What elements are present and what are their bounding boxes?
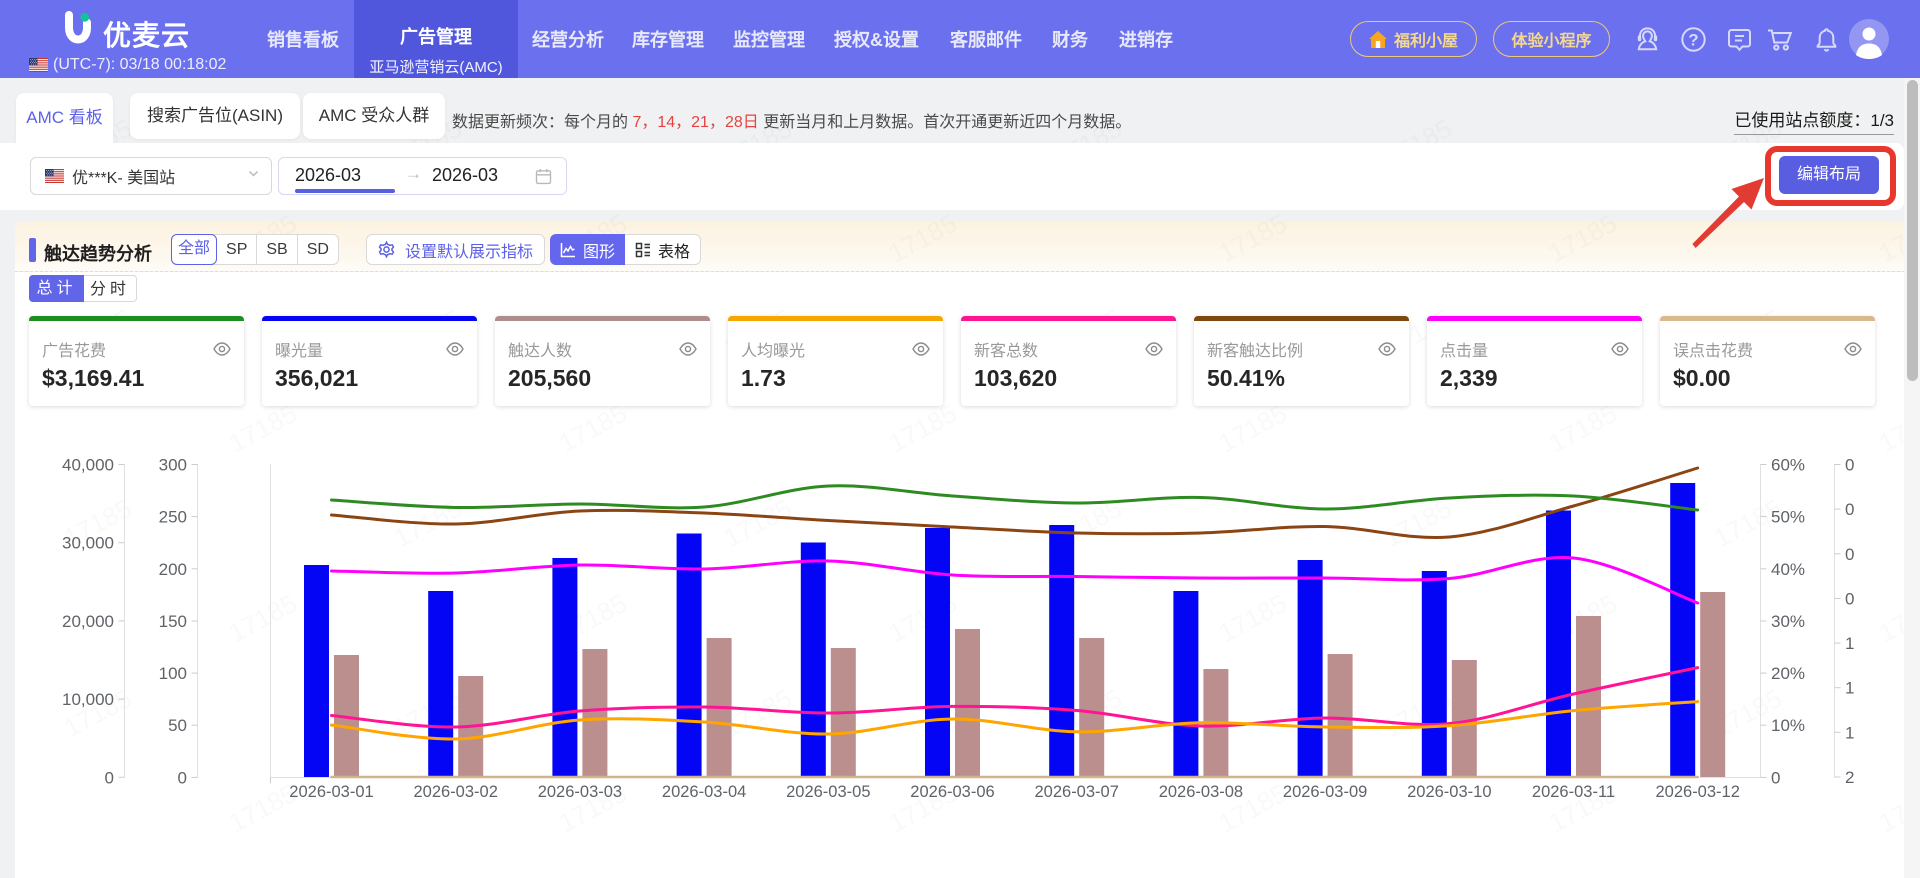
svg-text:0: 0 bbox=[178, 768, 187, 787]
svg-text:30%: 30% bbox=[1771, 612, 1805, 631]
svg-text:2: 2 bbox=[1845, 768, 1854, 787]
svg-text:2026-03-04: 2026-03-04 bbox=[662, 783, 746, 801]
svg-text:2026-03-06: 2026-03-06 bbox=[910, 783, 994, 801]
svg-text:50%: 50% bbox=[1771, 508, 1805, 527]
svg-text:1: 1 bbox=[1845, 679, 1854, 698]
svg-text:0: 0 bbox=[1771, 768, 1780, 787]
svg-text:50: 50 bbox=[168, 716, 187, 735]
svg-text:2026-03-01: 2026-03-01 bbox=[289, 783, 373, 801]
svg-text:10,000: 10,000 bbox=[62, 690, 114, 709]
svg-text:1: 1 bbox=[1845, 723, 1854, 742]
svg-text:300: 300 bbox=[159, 456, 187, 475]
svg-text:0: 0 bbox=[1845, 589, 1854, 608]
svg-text:2026-03-08: 2026-03-08 bbox=[1159, 783, 1243, 801]
svg-text:40%: 40% bbox=[1771, 560, 1805, 579]
svg-text:0: 0 bbox=[1845, 456, 1854, 475]
svg-text:0: 0 bbox=[1845, 545, 1854, 564]
svg-text:40,000: 40,000 bbox=[62, 456, 114, 475]
svg-text:2026-03-05: 2026-03-05 bbox=[786, 783, 870, 801]
svg-text:10%: 10% bbox=[1771, 716, 1805, 735]
svg-text:100: 100 bbox=[159, 664, 187, 683]
svg-text:2026-03-10: 2026-03-10 bbox=[1407, 783, 1491, 801]
svg-text:150: 150 bbox=[159, 612, 187, 631]
svg-text:30,000: 30,000 bbox=[62, 534, 114, 553]
svg-text:2026-03-12: 2026-03-12 bbox=[1655, 783, 1739, 801]
svg-text:20,000: 20,000 bbox=[62, 612, 114, 631]
svg-text:2026-03-02: 2026-03-02 bbox=[413, 783, 497, 801]
svg-text:250: 250 bbox=[159, 508, 187, 527]
svg-text:2026-03-11: 2026-03-11 bbox=[1532, 783, 1615, 801]
svg-text:20%: 20% bbox=[1771, 664, 1805, 683]
svg-text:?: ? bbox=[1688, 31, 1698, 50]
svg-text:60%: 60% bbox=[1771, 456, 1805, 475]
svg-text:2026-03-07: 2026-03-07 bbox=[1034, 783, 1118, 801]
svg-text:1: 1 bbox=[1845, 634, 1854, 653]
svg-text:2026-03-03: 2026-03-03 bbox=[538, 783, 622, 801]
svg-text:2026-03-09: 2026-03-09 bbox=[1283, 783, 1367, 801]
svg-text:0: 0 bbox=[105, 768, 114, 787]
svg-text:0: 0 bbox=[1845, 500, 1854, 519]
svg-text:200: 200 bbox=[159, 560, 187, 579]
